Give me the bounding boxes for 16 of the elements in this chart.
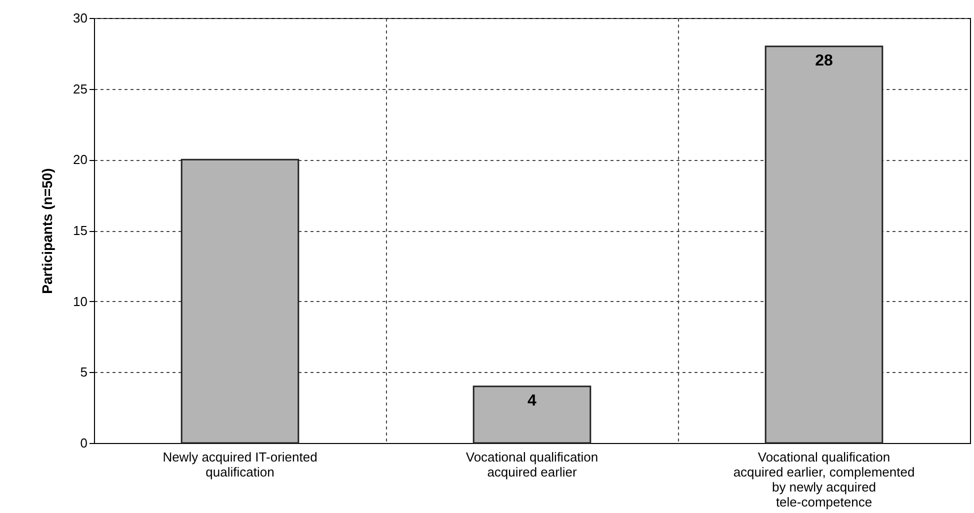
y-tick-label: 15 bbox=[73, 223, 88, 238]
y-tick-label: 20 bbox=[73, 152, 88, 168]
y-tick-label: 5 bbox=[80, 364, 88, 380]
bar bbox=[180, 158, 300, 444]
data-label: 28 bbox=[815, 52, 833, 70]
x-tick-label: Vocational qualification acquired earlier bbox=[466, 450, 598, 480]
y-tick-label: 0 bbox=[80, 436, 88, 450]
data-label: 4 bbox=[528, 392, 537, 410]
bar bbox=[472, 386, 592, 444]
x-tick-label: Newly acquired IT-oriented qualification bbox=[162, 450, 318, 480]
y-axis-title: Participants (n=50) bbox=[39, 168, 56, 294]
y-tick-label: 25 bbox=[73, 81, 88, 96]
y-tick-label: 30 bbox=[73, 10, 88, 26]
bar bbox=[764, 46, 884, 444]
x-tick-label: Vocational qualification acquired earlier, complemented by newly acquired tele-competence bbox=[733, 450, 915, 510]
y-tick-label: 10 bbox=[73, 294, 88, 309]
